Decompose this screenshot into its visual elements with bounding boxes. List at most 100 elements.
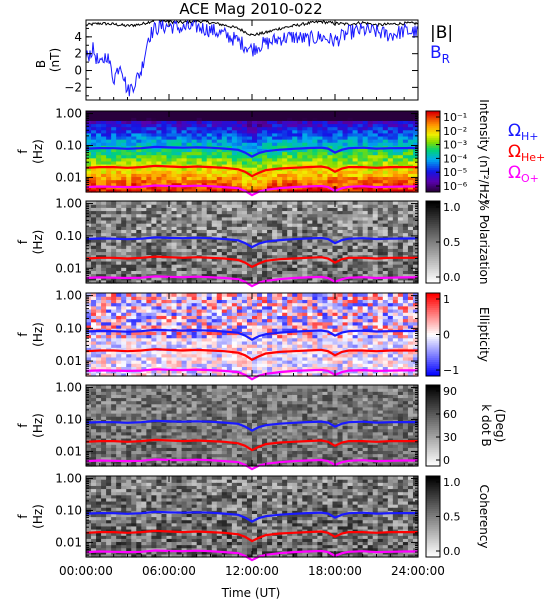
heatmap-cell — [196, 273, 203, 278]
heatmap-cell — [231, 251, 238, 256]
heatmap-cell — [86, 117, 92, 121]
heatmap-cell — [216, 163, 223, 168]
heatmap-cell — [387, 142, 394, 146]
heatmap-cell — [282, 245, 288, 249]
heatmap-cell — [372, 173, 379, 178]
heatmap-cell — [206, 154, 213, 159]
heatmap-cell — [146, 279, 152, 284]
heatmap-cell — [216, 293, 223, 297]
heatmap-cell — [302, 139, 308, 143]
heatmap-cell — [282, 223, 288, 227]
heatmap-cell — [166, 248, 173, 253]
heatmap-cell — [151, 238, 158, 243]
heatmap-cell — [161, 201, 168, 205]
heatmap-cell — [312, 154, 318, 159]
heatmap-cell — [106, 226, 112, 230]
heatmap-cell — [352, 179, 359, 184]
heatmap-cell — [332, 129, 339, 134]
heatmap-cell — [161, 139, 168, 143]
heatmap-cell — [382, 160, 389, 165]
heatmap-cell — [126, 154, 132, 159]
heatmap-cell — [272, 139, 278, 143]
heatmap-cell — [91, 132, 97, 137]
heatmap-cell — [292, 264, 298, 268]
heatmap-cell — [131, 226, 137, 230]
heatmap-cell — [156, 226, 163, 230]
heatmap-cell — [111, 179, 117, 184]
heatmap-cell — [191, 157, 198, 162]
heatmap-cell — [96, 213, 102, 218]
heatmap-cell — [267, 135, 273, 140]
heatmap-cell — [257, 176, 263, 181]
heatmap-cell — [231, 188, 238, 193]
heatmap-cell — [262, 160, 268, 165]
heatmap-cell — [377, 154, 384, 159]
heatmap-cell — [86, 270, 92, 275]
heatmap-cell — [196, 260, 203, 265]
heatmap-cell — [312, 293, 318, 297]
heatmap-cell — [121, 135, 127, 140]
heatmap-cell — [246, 117, 253, 121]
heatmap-cell — [297, 279, 303, 284]
heatmap-cell — [236, 213, 243, 218]
heatmap-cell — [241, 154, 248, 159]
heatmap-cell — [252, 126, 258, 131]
heatmap-cell — [121, 232, 127, 237]
heatmap-cell — [322, 179, 329, 184]
heatmap-cell — [96, 182, 102, 187]
heatmap-cell — [101, 182, 107, 187]
y-tick-label: 1.00 — [55, 107, 82, 121]
heatmap-cell — [131, 179, 137, 184]
heatmap-cell — [267, 188, 273, 193]
heatmap-cell — [101, 135, 107, 140]
heatmap-cell — [206, 139, 213, 143]
heatmap-cell — [407, 139, 414, 143]
heatmap-cell — [136, 163, 142, 168]
heatmap-cell — [131, 219, 137, 224]
heatmap-cell — [262, 142, 268, 146]
heatmap-cell — [161, 210, 168, 215]
heatmap-cell — [141, 242, 147, 246]
heatmap-cell — [111, 210, 117, 215]
heatmap-cell — [211, 216, 218, 221]
heatmap-cell — [272, 235, 278, 240]
heatmap-cell — [106, 167, 112, 171]
heatmap-cell — [126, 148, 132, 153]
heatmap-cell — [191, 273, 198, 278]
heatmap-cell — [156, 148, 163, 153]
heatmap-cell — [191, 135, 198, 140]
heatmap-cell — [257, 179, 263, 184]
heatmap-cell — [267, 154, 273, 159]
heatmap-cell — [126, 251, 132, 256]
heatmap-cell — [161, 219, 168, 224]
heatmap-cell — [161, 267, 168, 271]
heatmap-cell — [96, 139, 102, 143]
heatmap-cell — [307, 154, 313, 159]
heatmap-cell — [141, 151, 147, 156]
heatmap-cell — [206, 293, 213, 297]
heatmap-cell — [226, 170, 233, 174]
heatmap-cell — [262, 232, 268, 237]
heatmap-cell — [352, 148, 359, 153]
heatmap-cell — [101, 173, 107, 178]
heatmap-cell — [236, 264, 243, 268]
heatmap-cell — [267, 151, 273, 156]
heatmap-cell — [221, 267, 228, 271]
colorbar-band — [426, 165, 440, 169]
heatmap-cell — [272, 179, 278, 184]
heatmap-cell — [272, 160, 278, 165]
polarization-cells — [86, 201, 419, 284]
heatmap-cell — [211, 293, 218, 297]
heatmap-cell — [146, 173, 152, 178]
heatmap-cell — [387, 111, 394, 115]
heatmap-cell — [181, 216, 188, 221]
heatmap-cell — [392, 151, 399, 156]
heatmap-cell — [246, 279, 253, 284]
heatmap-cell — [327, 142, 334, 146]
heatmap-cell — [111, 142, 117, 146]
heatmap-cell — [206, 242, 213, 246]
heatmap-cell — [181, 251, 188, 256]
heatmap-cell — [257, 139, 263, 143]
heatmap-cell — [302, 163, 308, 168]
heatmap-cell — [86, 204, 92, 208]
